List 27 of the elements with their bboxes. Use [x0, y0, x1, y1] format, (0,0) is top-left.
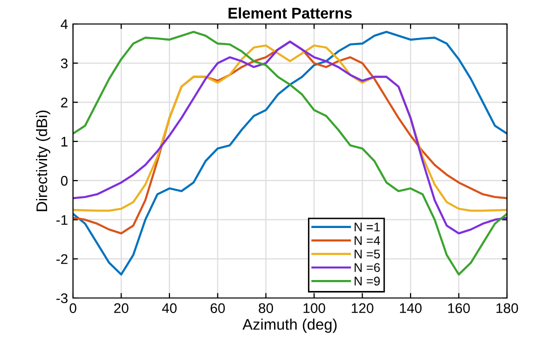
x-tick-label: 160 — [448, 303, 470, 314]
y-tick-label: -3 — [56, 293, 68, 304]
x-tick-label: 20 — [114, 303, 128, 314]
x-tick-label: 60 — [210, 303, 225, 314]
legend-label: N =6 — [354, 263, 380, 272]
x-tick-label: 140 — [400, 303, 422, 314]
legend-label: N =5 — [354, 250, 380, 258]
x-tick-label: 40 — [162, 303, 177, 314]
line-series — [73, 30, 507, 276]
legend-label: N =4 — [354, 236, 380, 245]
y-tick-label: -1 — [56, 215, 68, 225]
y-tick-label: 3 — [60, 58, 68, 68]
y-tick-label: -2 — [56, 254, 68, 264]
legend-label: N =1 — [354, 222, 380, 232]
y-tick-label: 0 — [60, 176, 68, 186]
chart-title: Element Patterns — [228, 7, 352, 19]
legend-label: N =9 — [354, 276, 380, 286]
x-tick-label: 0 — [70, 303, 76, 314]
y-tick-label: 2 — [61, 98, 68, 108]
x-tick-label: 100 — [304, 303, 326, 314]
y-tick-label: 1 — [61, 136, 68, 146]
x-tick-label: 120 — [352, 303, 374, 314]
x-tick-label: 80 — [258, 303, 274, 314]
x-axis-title: Azimuth (deg) — [242, 318, 337, 333]
x-tick-label: 180 — [496, 303, 518, 314]
y-tick-label: 4 — [60, 19, 68, 30]
y-axis-title: Directivity (dBi) — [36, 110, 50, 212]
